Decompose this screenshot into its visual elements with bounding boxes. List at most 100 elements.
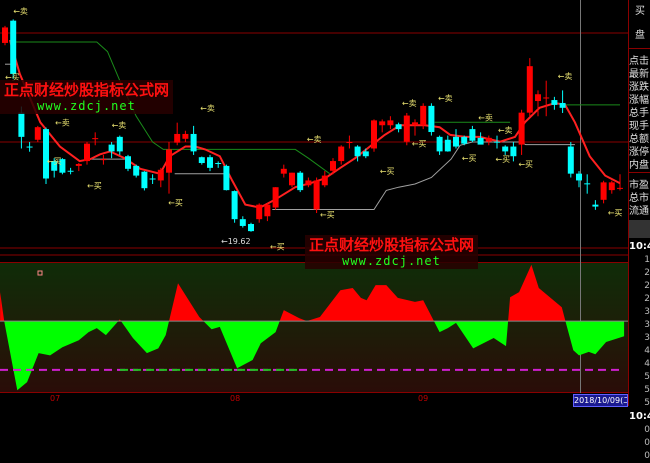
tick-value: 5 [644, 398, 650, 408]
marker-square [37, 270, 43, 276]
upper-band-line [9, 41, 330, 175]
candle-body [330, 161, 336, 171]
side-item[interactable]: 内盘 [629, 160, 649, 171]
buy-signal: ←买 [608, 208, 623, 217]
signals: ←卖 ←卖 ←卖 ←卖 ←卖 ←卖 ←卖 ←卖 ←卖 ←卖 ←买 ←买 ←买 ←买 ←买 ←买 ←买 ←买 ←买 ←买… [5, 7, 622, 251]
tick-value: 4 [644, 346, 650, 356]
tick-value: 3 [644, 333, 650, 343]
buy-signal: ←买 [47, 157, 62, 166]
buy-signal: ←买 [380, 167, 395, 176]
candle-body [338, 146, 345, 162]
side-item[interactable]: 涨停 [629, 147, 649, 158]
candle-body [379, 121, 386, 126]
date-tick: 08 [230, 394, 241, 403]
candle-body [535, 94, 541, 102]
sell-signal: ←卖 [498, 126, 513, 135]
candle-body [617, 187, 623, 189]
tick-value: 1 [644, 255, 650, 265]
buy-signal: ←买 [518, 160, 533, 169]
sell-signal: ←卖 [402, 99, 417, 108]
candle-body [354, 146, 361, 157]
candle-body [264, 204, 271, 217]
candle-body [18, 112, 25, 137]
candle-body [453, 136, 459, 147]
candle-body [256, 204, 263, 220]
candle-body [412, 122, 418, 126]
candle-body [198, 157, 205, 164]
sell-signal: ←卖 [55, 118, 70, 127]
sell-signal: ←卖 [112, 121, 127, 130]
buy-signal: ←买 [320, 210, 335, 219]
low-price-marker: ←19.62 [221, 237, 251, 246]
side-label-buy: 买 [635, 6, 645, 17]
candle-body [608, 182, 615, 191]
candle-body [84, 143, 90, 162]
watermark-url: www.zdcj.net [342, 254, 441, 268]
side-item[interactable]: 总额 [629, 134, 649, 145]
candle-body [551, 100, 558, 105]
candle-body [321, 175, 328, 186]
date-tick: 09 [418, 394, 429, 403]
side-label-pan: 盘 [635, 30, 645, 41]
candle-body [420, 105, 427, 126]
candle-body [34, 127, 41, 140]
candle-body [502, 146, 509, 152]
candle-body [584, 183, 591, 185]
candle-body [272, 187, 279, 208]
candle-body [526, 66, 533, 113]
candle-body [313, 180, 320, 210]
tick-value: 0 [644, 425, 650, 435]
candle-body [133, 165, 140, 176]
candle-body [92, 138, 99, 140]
tick-time: 10:4 [629, 241, 650, 252]
candle-body [223, 165, 230, 191]
candle-body [428, 105, 435, 133]
oscillator-positive-area [0, 264, 566, 321]
oscillator-panel [0, 264, 628, 391]
candle-body [59, 159, 66, 173]
candle-body [567, 146, 574, 174]
side-item[interactable]: 涨幅 [629, 95, 649, 106]
side-item[interactable]: 点击 [629, 56, 649, 67]
side-item[interactable]: 总手 [629, 108, 649, 119]
candle-body [297, 172, 304, 191]
sell-signal: ←卖 [307, 135, 322, 144]
candle-body [403, 115, 410, 142]
candle-body [43, 129, 49, 179]
candle-body [395, 124, 402, 130]
side-item[interactable]: 总市 [629, 193, 649, 204]
date-tick: 07 [50, 394, 61, 403]
tick-value: 3 [644, 320, 650, 330]
side-item[interactable]: 市盈 [629, 180, 649, 191]
candle-body [469, 129, 476, 141]
candle-body [100, 159, 107, 161]
oscillator-negative-area [0, 321, 625, 391]
candle-body [494, 141, 500, 143]
candle-body [141, 171, 148, 189]
candle-body [371, 120, 377, 149]
watermark-title: 正点财经炒股指标公式网 [309, 236, 475, 254]
candle-body [592, 204, 599, 207]
candle-body [51, 161, 58, 171]
buy-signal: ←买 [5, 73, 20, 82]
candle-body [543, 97, 550, 99]
tick-value: 2 [644, 281, 650, 291]
candle-body [305, 180, 312, 186]
tick-value: 3 [644, 307, 650, 317]
candle-body [182, 133, 189, 139]
tick-time: 10:4 [629, 411, 650, 422]
candle-body [174, 133, 181, 143]
buy-signal: ←买 [412, 140, 427, 149]
side-item[interactable]: 最新 [629, 69, 649, 80]
watermark-url: www.zdcj.net [37, 99, 136, 113]
candle-body [444, 139, 451, 152]
candle-body [477, 137, 484, 145]
side-item[interactable]: 现手 [629, 121, 649, 132]
side-item[interactable]: 涨跌 [629, 82, 649, 93]
candle-body [239, 219, 246, 226]
candle-body [387, 120, 394, 126]
stock-chart[interactable]: ←卖 ←卖 ←卖 ←卖 ←卖 ←卖 ←卖 ←卖 ←卖 ←卖 ←买 ←买 ←买 ←买 ←买 ←买 ←买 ←买 ←买 ←买… [0, 0, 628, 406]
candle-body [10, 20, 17, 74]
side-item[interactable]: 流通 [629, 206, 649, 217]
